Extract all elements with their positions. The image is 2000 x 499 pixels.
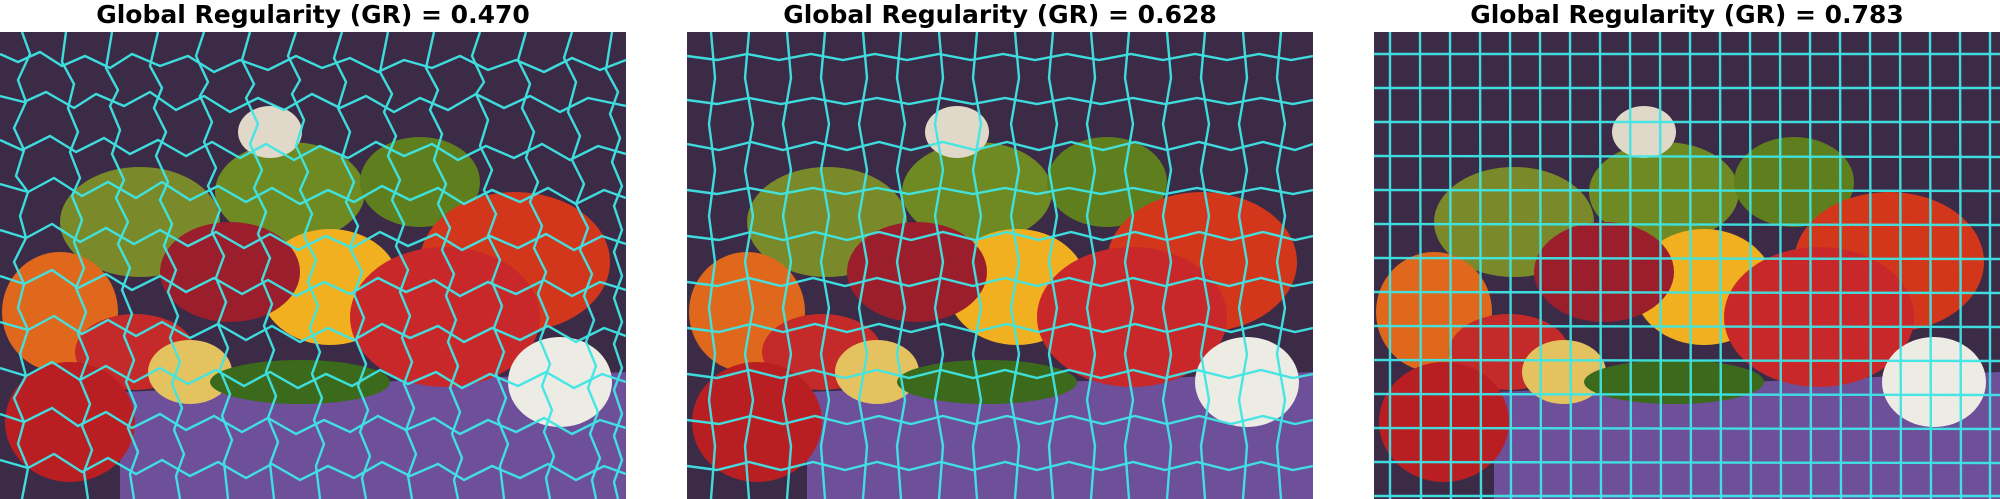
panel-title: Global Regularity (GR) = 0.470 bbox=[96, 0, 530, 29]
peppers-scene bbox=[687, 32, 1313, 499]
panel-2: Global Regularity (GR) = 0.628 bbox=[687, 0, 1313, 499]
superpixel-image bbox=[1374, 32, 2000, 499]
peppers-scene bbox=[1374, 32, 2000, 499]
panel-title: Global Regularity (GR) = 0.783 bbox=[1470, 0, 1904, 29]
superpixel-image bbox=[0, 32, 626, 499]
superpixel-image bbox=[687, 32, 1313, 499]
peppers-scene bbox=[0, 32, 626, 499]
panel-1: Global Regularity (GR) = 0.470 bbox=[0, 0, 626, 499]
panel-3: Global Regularity (GR) = 0.783 bbox=[1374, 0, 2000, 499]
panel-title: Global Regularity (GR) = 0.628 bbox=[783, 0, 1217, 29]
